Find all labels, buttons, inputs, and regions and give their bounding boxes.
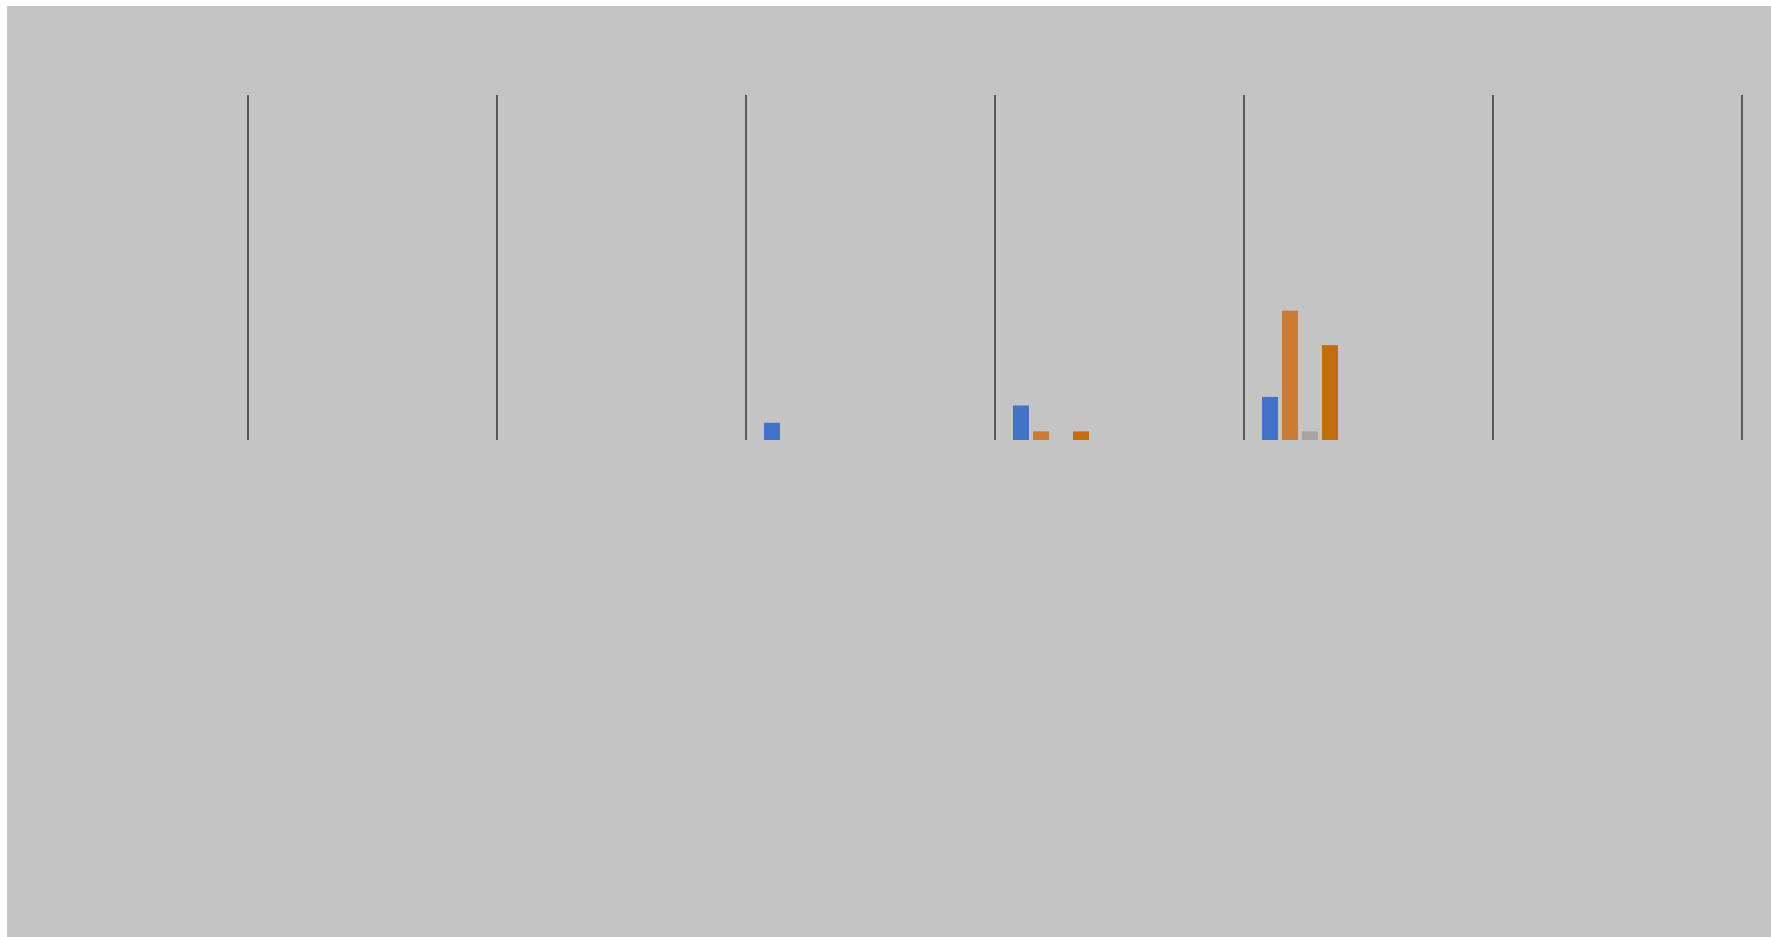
bar-series-1-group-3: [764, 422, 780, 440]
bar-series-1-group-5: [1262, 396, 1278, 440]
bar-series-3-group-5: [1302, 431, 1318, 440]
bar-series-2-group-5: [1282, 310, 1298, 440]
bar-series-4-group-5: [1322, 345, 1338, 440]
bar-series-2-group-4: [1033, 431, 1049, 440]
bar-series-1-group-4: [1013, 405, 1029, 440]
chart-area: [7, 6, 1771, 937]
bar-series-4-group-4: [1073, 431, 1089, 440]
